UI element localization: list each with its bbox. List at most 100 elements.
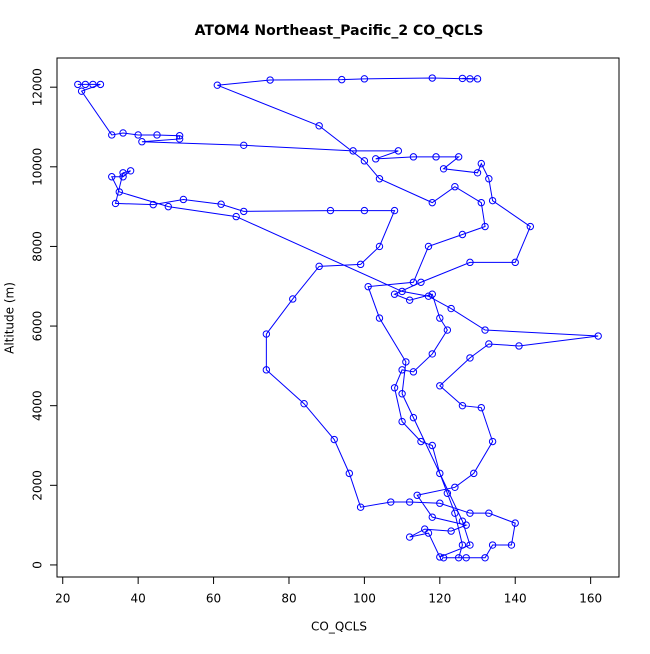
data-point (436, 553, 444, 561)
data-point (458, 517, 467, 525)
data-point (481, 554, 489, 562)
y-tick-label: 8000 (31, 231, 45, 262)
data-point (473, 75, 482, 83)
data-point (428, 290, 436, 298)
data-point (266, 76, 274, 84)
data-point (387, 498, 395, 506)
data-point (232, 212, 240, 221)
x-tick-label: 140 (504, 592, 527, 606)
data-point (473, 169, 482, 177)
data-point (360, 157, 369, 165)
data-point (300, 399, 308, 408)
y-tick-label: 6000 (31, 311, 45, 342)
data-point (111, 199, 120, 208)
data-point (428, 198, 436, 207)
data-point (115, 188, 123, 196)
data-point (436, 314, 444, 322)
data-point (462, 554, 470, 562)
data-point (511, 519, 519, 527)
data-point (439, 554, 448, 562)
data-point (240, 207, 248, 216)
x-tick-label: 160 (579, 592, 602, 606)
data-point (89, 80, 97, 89)
data-point (443, 326, 452, 334)
data-point (466, 541, 474, 549)
data-point (398, 390, 406, 398)
data-point (454, 153, 463, 161)
data-point (315, 122, 323, 130)
data-point (119, 169, 127, 177)
data-point (405, 533, 414, 541)
data-point (424, 529, 433, 537)
data-point (443, 489, 452, 497)
data-point (466, 354, 474, 362)
data-point (421, 525, 429, 533)
data-point (409, 368, 418, 376)
data-point (485, 175, 493, 183)
data-point (77, 87, 86, 95)
data-point (149, 200, 157, 209)
data-point (451, 483, 459, 492)
data-point (175, 132, 184, 140)
data-point (164, 202, 173, 211)
data-point (356, 503, 365, 511)
data-point (451, 509, 459, 517)
data-point (96, 80, 105, 89)
data-point (594, 332, 602, 340)
data-point (477, 403, 485, 412)
x-tick-label: 40 (131, 592, 146, 606)
data-point (134, 131, 142, 139)
data-point (466, 258, 474, 267)
data-point (432, 153, 440, 161)
data-point (345, 469, 354, 478)
x-tick-label: 100 (353, 592, 376, 606)
data-point (360, 75, 369, 83)
data-point (439, 165, 448, 173)
data-point (417, 437, 425, 446)
data-point (466, 75, 474, 83)
data-point (394, 147, 403, 155)
data-point (477, 159, 485, 168)
data-point (485, 340, 493, 348)
data-point (262, 330, 271, 338)
data-point (360, 206, 369, 215)
data-point (375, 314, 384, 322)
data-point (417, 278, 425, 286)
data-point (428, 441, 436, 450)
data-point (119, 173, 127, 181)
data-point (447, 527, 455, 535)
data-point (390, 384, 399, 392)
x-tick-label: 120 (428, 592, 451, 606)
data-point (262, 366, 271, 374)
data-point (428, 513, 436, 521)
data-point (402, 358, 410, 366)
data-point (364, 282, 372, 291)
data-point (153, 131, 161, 139)
data-point (436, 499, 444, 507)
data-point (356, 260, 365, 269)
data-point (175, 135, 184, 143)
y-tick-label: 4000 (31, 390, 45, 421)
x-tick-label: 20 (55, 592, 70, 606)
data-point (390, 206, 399, 215)
data-point (458, 401, 467, 410)
data-point (375, 175, 384, 183)
x-tick-label: 60 (206, 592, 221, 606)
data-point (462, 521, 470, 529)
data-point (138, 138, 146, 146)
data-point (119, 129, 127, 137)
plot-frame (56, 57, 620, 578)
data-point (213, 81, 222, 89)
data-point (126, 167, 135, 175)
y-tick-label: 10000 (31, 148, 45, 186)
data-point (428, 350, 436, 358)
chart-title: ATOM4 Northeast_Pacific_2 CO_QCLS (195, 23, 484, 39)
y-tick-label: 12000 (31, 68, 45, 106)
data-point (485, 509, 493, 517)
y-tick-label: 2000 (31, 470, 45, 501)
data-point (240, 141, 248, 150)
data-point (390, 290, 399, 298)
data-point (451, 183, 459, 191)
